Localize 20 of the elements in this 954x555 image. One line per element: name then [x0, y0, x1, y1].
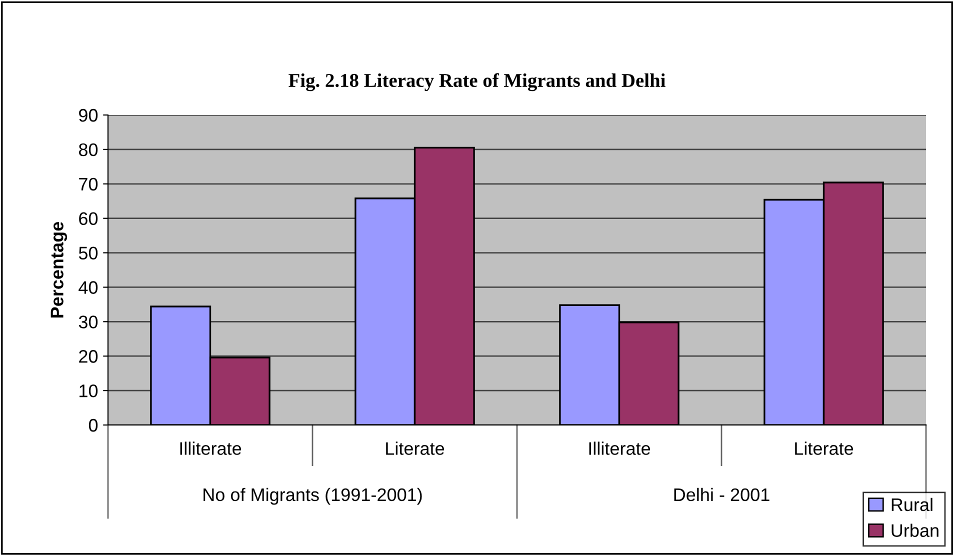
y-tick-label: 90 [79, 108, 98, 122]
x-tick-label: Illiterate [589, 442, 650, 455]
text: Delhi - 2001 [674, 488, 770, 502]
y-tick-label: 60 [79, 212, 98, 226]
y-tick-label: 70 [79, 178, 98, 191]
y-tick-label: 0 [88, 418, 98, 432]
text: No of Migrants (1991-2001) [204, 488, 422, 505]
legend-label: Urban [892, 524, 938, 537]
y-tick-label: 20 [79, 350, 98, 363]
y-tick-label: 50 [78, 246, 98, 260]
y-tick-label: 30 [78, 316, 98, 328]
chart-title: Fig. 2.18 Literacy Rate of Migrants and Delhi [288, 73, 666, 92]
legend-label: Rural [892, 498, 932, 512]
y-tick-label: 80 [78, 143, 98, 156]
y-tick-label: 10 [80, 384, 98, 398]
y-tick-label: 40 [78, 281, 98, 294]
x-tick-label: Literate [386, 442, 444, 455]
x-tick-label: Illiterate [180, 442, 242, 455]
y-axis-title: Percentage [50, 222, 68, 318]
x-tick-label: Literate [795, 442, 854, 455]
